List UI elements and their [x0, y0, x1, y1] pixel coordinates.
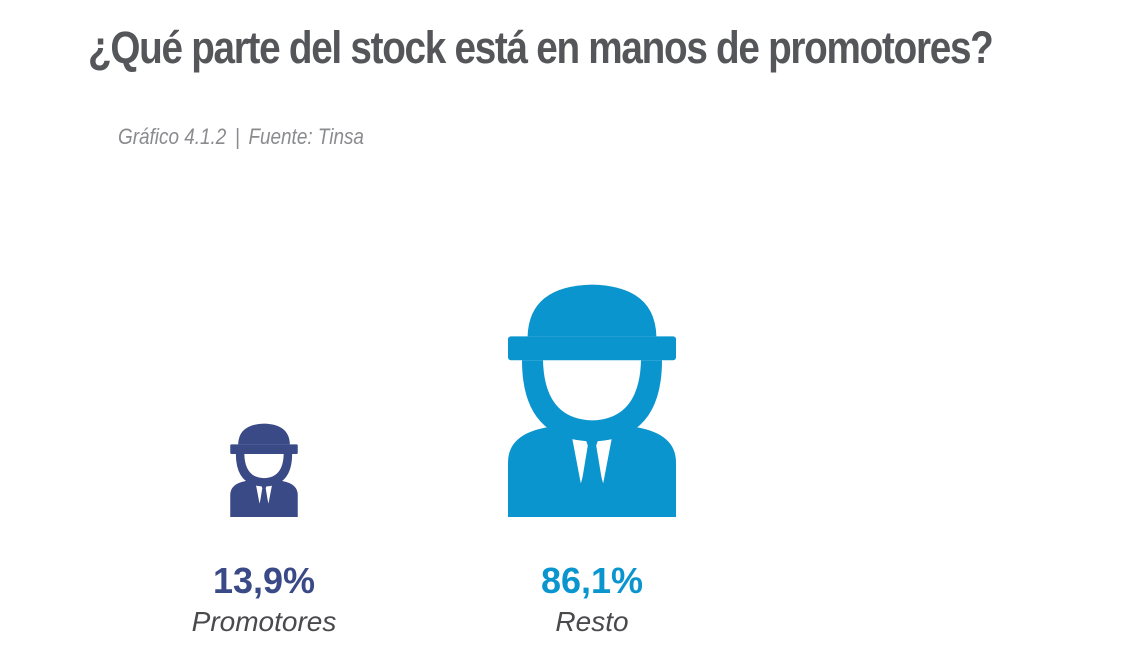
- value-label-resto: 86,1%: [540, 560, 644, 601]
- worker-icon-promotores: [230, 423, 298, 517]
- figure-label: Gráfico 4.1.2: [118, 124, 227, 149]
- category-label-promotores: Promotores: [191, 606, 337, 637]
- pictogram-chart: [230, 284, 676, 517]
- category-label-resto: Resto: [555, 606, 629, 637]
- chart-title: ¿Qué parte del stock está en manos de pr…: [88, 22, 994, 73]
- value-label-promotores: 13,9%: [212, 560, 316, 601]
- chart-subtitle: Gráfico 4.1.2 | Fuente: Tinsa: [118, 124, 364, 150]
- source-label: Fuente: Tinsa: [248, 124, 364, 149]
- subtitle-separator: |: [234, 124, 240, 149]
- worker-icon-resto: [508, 284, 676, 517]
